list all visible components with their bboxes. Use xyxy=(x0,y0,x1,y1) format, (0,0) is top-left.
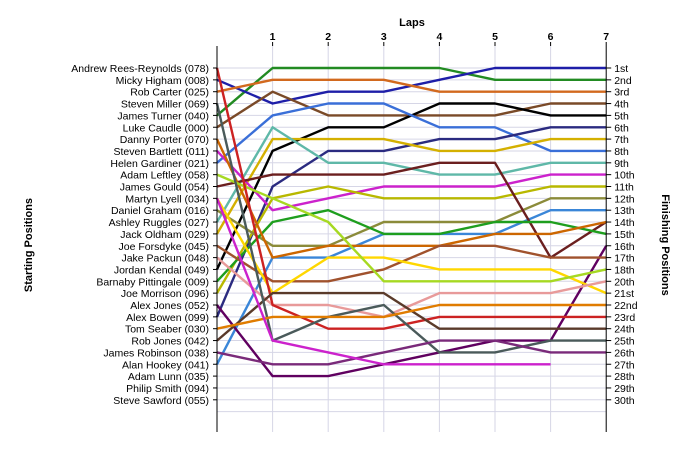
starting-position-label: Daniel Graham (016) xyxy=(111,205,209,217)
finishing-position-label: 6th xyxy=(614,122,629,134)
right-axis-title: Finishing Positions xyxy=(659,194,671,295)
series-line-27 xyxy=(215,197,551,366)
finishing-position-label: 11th xyxy=(614,182,634,194)
starting-position-label: Jordan Kendal (049) xyxy=(114,264,209,276)
series-line-14 xyxy=(216,161,607,259)
starting-position-label: Rob Jones (042) xyxy=(131,336,209,348)
starting-position-label: Martyn Lyell (034) xyxy=(125,193,209,205)
series-line-10 xyxy=(216,150,607,212)
finishing-position-label: 3rd xyxy=(614,87,629,99)
series-line-8 xyxy=(215,137,607,235)
finishing-position-label: 9th xyxy=(614,158,629,170)
starting-position-label: James Turner (040) xyxy=(117,110,209,122)
finishing-position-label: 26th xyxy=(614,347,635,359)
starting-position-label: Rob Carter (025) xyxy=(130,87,209,99)
starting-position-label: Joe Morrison (096) xyxy=(121,288,209,300)
starting-position-label: Steven Bartlett (011) xyxy=(113,146,209,158)
finishing-position-label: 2nd xyxy=(614,75,632,87)
finishing-position-label: 12th xyxy=(614,193,635,205)
starting-position-label: Jake Packun (048) xyxy=(121,253,209,265)
finishing-position-label: 27th xyxy=(614,359,635,371)
finishing-position-label: 8th xyxy=(614,146,629,158)
left-axis-title: Starting Positions xyxy=(23,198,35,292)
series-line-19 xyxy=(215,197,607,295)
starting-position-label: Helen Gardiner (021) xyxy=(110,158,209,170)
x-axis-title: Laps xyxy=(399,17,425,29)
starting-position-label: James Gould (054) xyxy=(120,182,209,194)
finishing-position-label: 21st xyxy=(614,288,634,300)
series-line-17 xyxy=(216,245,608,378)
starting-position-label: Alex Jones (052) xyxy=(130,300,209,312)
series-line-22 xyxy=(215,67,607,330)
series-line-11 xyxy=(215,185,607,294)
finishing-position-label: 30th xyxy=(614,395,635,407)
starting-position-label: Philip Smith (094) xyxy=(126,383,209,395)
starting-position-label: Adam Lunn (035) xyxy=(128,371,209,383)
lap-tick-label: 2 xyxy=(325,31,331,43)
finishing-position-label: 22nd xyxy=(614,300,638,312)
starting-position-label: Tom Seaber (030) xyxy=(125,324,209,336)
starting-position-label: Steve Sawford (055) xyxy=(113,395,209,407)
finishing-position-label: 29th xyxy=(614,383,635,395)
series-line-12 xyxy=(216,197,607,248)
series-line-1 xyxy=(216,66,607,117)
lap-tick-label: 7 xyxy=(603,31,609,43)
finishing-position-label: 4th xyxy=(614,99,629,111)
lap-tick-label: 4 xyxy=(436,31,442,43)
finishing-position-label: 23rd xyxy=(614,312,635,324)
series-line-15 xyxy=(216,208,607,283)
starting-position-label: Alan Hookey (041) xyxy=(122,359,209,371)
finishing-position-label: 14th xyxy=(614,217,635,229)
series-line-24 xyxy=(215,103,607,354)
finishing-position-label: 15th xyxy=(614,229,635,241)
finishing-position-label: 28th xyxy=(614,371,635,383)
finishing-position-label: 5th xyxy=(614,110,629,122)
starting-position-label: Steven Miller (069) xyxy=(121,99,209,111)
finishing-position-label: 20th xyxy=(614,276,635,288)
starting-position-label: Joe Forsdyke (045) xyxy=(119,241,209,253)
finishing-position-label: 10th xyxy=(614,170,635,182)
starting-position-label: James Robinson (038) xyxy=(103,347,209,359)
lap-tick-label: 3 xyxy=(381,31,387,43)
finishing-position-label: 1st xyxy=(614,63,628,75)
starting-position-label: Adam Leftley (058) xyxy=(120,170,209,182)
starting-position-label: Ashley Ruggles (027) xyxy=(109,217,209,229)
finishing-position-label: 17th xyxy=(614,253,635,265)
series-line-25 xyxy=(216,303,607,330)
axes xyxy=(213,42,612,432)
starting-position-label: Micky Higham (008) xyxy=(116,75,209,87)
series-line-4 xyxy=(216,90,607,129)
series-line-18 xyxy=(216,244,607,283)
series-line-21 xyxy=(216,256,607,319)
starting-position-label: Alex Bowen (099) xyxy=(126,312,209,324)
finishing-position-label: 16th xyxy=(614,241,635,253)
labels: 1 2 3 4 5 6 7 Andrew Rees-Reynolds (078)Micky H… xyxy=(71,31,637,407)
starting-position-label: Jack Oldham (029) xyxy=(120,229,209,241)
lap-tick-label: 1 xyxy=(270,31,276,43)
starting-position-label: Danny Porter (070) xyxy=(120,134,209,146)
finishing-position-label: 24th xyxy=(614,324,635,336)
finishing-position-label: 18th xyxy=(614,264,635,276)
finishing-position-label: 7th xyxy=(614,134,629,146)
starting-position-label: Luke Caudle (000) xyxy=(123,122,209,134)
starting-position-label: Barnaby Pittingale (009) xyxy=(96,276,209,288)
starting-position-label: Andrew Rees-Reynolds (078) xyxy=(71,63,209,75)
lap-tick-label: 5 xyxy=(492,31,498,43)
series-line-16 xyxy=(215,138,607,259)
series-line-3 xyxy=(216,78,607,93)
driver-lines xyxy=(215,66,608,378)
finishing-position-label: 13th xyxy=(614,205,635,217)
series-line-20 xyxy=(216,173,607,283)
series-line-6 xyxy=(216,102,607,164)
lap-tick-label: 6 xyxy=(548,31,554,43)
finishing-position-label: 25th xyxy=(614,336,635,348)
series-line-26 xyxy=(216,339,607,366)
